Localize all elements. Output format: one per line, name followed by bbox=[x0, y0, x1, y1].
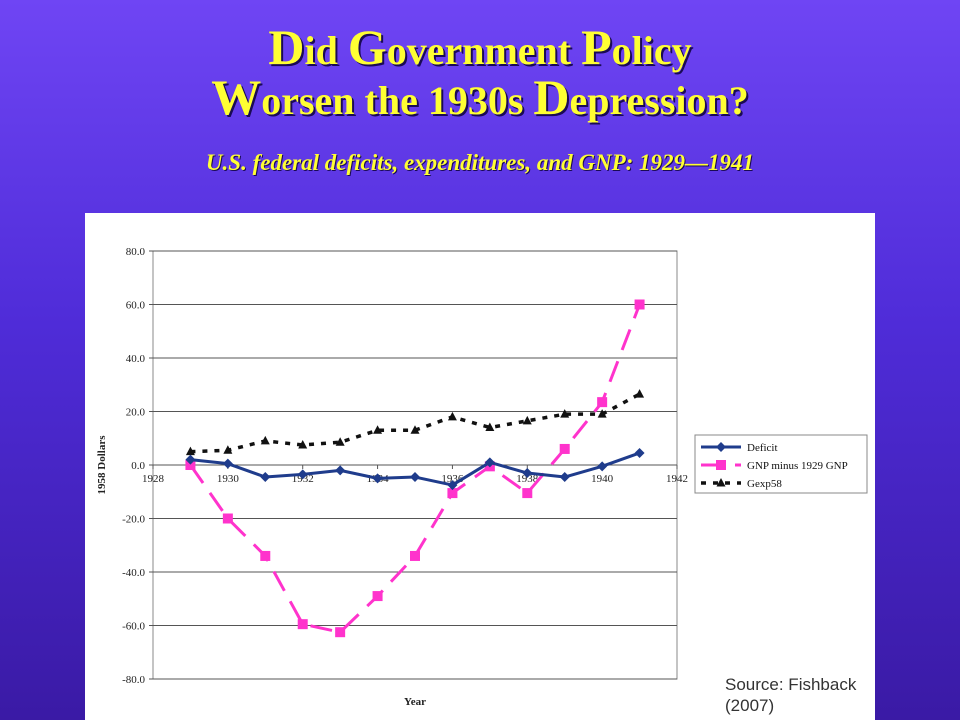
data-point bbox=[298, 439, 308, 449]
title-cap: G bbox=[347, 19, 387, 75]
data-point bbox=[297, 619, 308, 630]
data-point bbox=[559, 443, 570, 454]
data-point bbox=[560, 409, 570, 418]
title-line-2: Worsen the 1930s Depression? bbox=[0, 72, 960, 124]
data-point bbox=[185, 460, 196, 470]
line-chart: 80.0 60.0 40.0 20.0 0.0 -20.0 -40.0 -60.0 -80.0 1… bbox=[96, 246, 868, 708]
y-tick-label: -60.0 bbox=[122, 621, 145, 633]
title-text: olicy bbox=[611, 28, 692, 73]
data-point bbox=[635, 389, 645, 398]
data-point bbox=[410, 425, 420, 434]
legend-label: Deficit bbox=[747, 442, 778, 454]
data-point bbox=[522, 415, 532, 425]
x-axis-title: Year bbox=[404, 696, 426, 708]
data-point bbox=[260, 435, 270, 445]
data-point bbox=[373, 425, 383, 434]
data-point bbox=[260, 550, 271, 561]
x-tick-label: 1942 bbox=[666, 473, 688, 485]
data-point bbox=[223, 445, 233, 454]
data-point bbox=[522, 468, 533, 479]
y-tick-label: 60.0 bbox=[126, 300, 146, 312]
data-point bbox=[597, 409, 607, 418]
title-text: id bbox=[304, 28, 348, 73]
data-point bbox=[185, 446, 195, 456]
slide-subtitle: U.S. federal deficits, expenditures, and… bbox=[205, 150, 755, 175]
y-axis-title: 1958 Dollars bbox=[96, 435, 108, 495]
x-tick-label: 1940 bbox=[591, 473, 614, 485]
data-point bbox=[634, 299, 645, 310]
y-tick-label: -40.0 bbox=[122, 567, 145, 579]
data-point bbox=[447, 488, 458, 499]
y-tick-label: 0.0 bbox=[131, 460, 145, 472]
y-tick-label: 20.0 bbox=[126, 407, 146, 419]
data-point bbox=[335, 627, 346, 638]
legend-label: Gexp58 bbox=[747, 478, 782, 490]
data-point bbox=[222, 458, 233, 469]
data-point bbox=[372, 591, 383, 602]
y-tick-label: -20.0 bbox=[122, 514, 145, 526]
title-line-1: Did Government Policy bbox=[0, 22, 960, 74]
data-point bbox=[335, 437, 345, 446]
data-point bbox=[597, 397, 608, 408]
title-cap: D bbox=[268, 19, 305, 75]
data-point bbox=[522, 488, 533, 499]
title-cap: W bbox=[211, 69, 262, 125]
legend-marker bbox=[716, 478, 726, 487]
title-text: epression? bbox=[569, 78, 749, 123]
legend-marker bbox=[716, 442, 726, 452]
y-tick-label: 80.0 bbox=[126, 246, 146, 258]
data-point bbox=[335, 465, 346, 476]
legend-label: GNP minus 1929 GNP bbox=[747, 460, 848, 472]
y-tick-label: 40.0 bbox=[126, 353, 146, 365]
data-point bbox=[485, 422, 495, 432]
data-point bbox=[185, 454, 196, 465]
data-point bbox=[410, 550, 420, 561]
data-point bbox=[410, 472, 420, 483]
data-point bbox=[597, 461, 608, 472]
data-point bbox=[447, 480, 458, 491]
data-point bbox=[484, 457, 495, 468]
y-tick-label: -80.0 bbox=[122, 674, 145, 686]
title-text: overnment bbox=[386, 28, 582, 73]
x-tick-label: 1930 bbox=[217, 473, 240, 485]
data-point bbox=[297, 469, 308, 480]
data-point bbox=[222, 513, 233, 524]
chart-panel: 80.0 60.0 40.0 20.0 0.0 -20.0 -40.0 -60.0 -80.0 1… bbox=[85, 213, 875, 720]
data-point bbox=[559, 472, 570, 483]
legend-marker bbox=[716, 460, 726, 470]
data-point bbox=[372, 473, 383, 484]
x-tick-label: 1928 bbox=[142, 473, 165, 485]
x-tick-label: 1938 bbox=[516, 473, 539, 485]
title-cap: D bbox=[533, 69, 570, 125]
source-note: Source: Fishback (2007) bbox=[725, 675, 857, 715]
title-text: orsen the 1930s bbox=[261, 78, 534, 123]
slide-title: Did Government Policy Worsen the 1930s D… bbox=[0, 22, 960, 124]
data-point bbox=[260, 472, 271, 483]
data-point bbox=[447, 411, 457, 421]
title-cap: P bbox=[581, 19, 612, 75]
data-point bbox=[634, 447, 645, 458]
